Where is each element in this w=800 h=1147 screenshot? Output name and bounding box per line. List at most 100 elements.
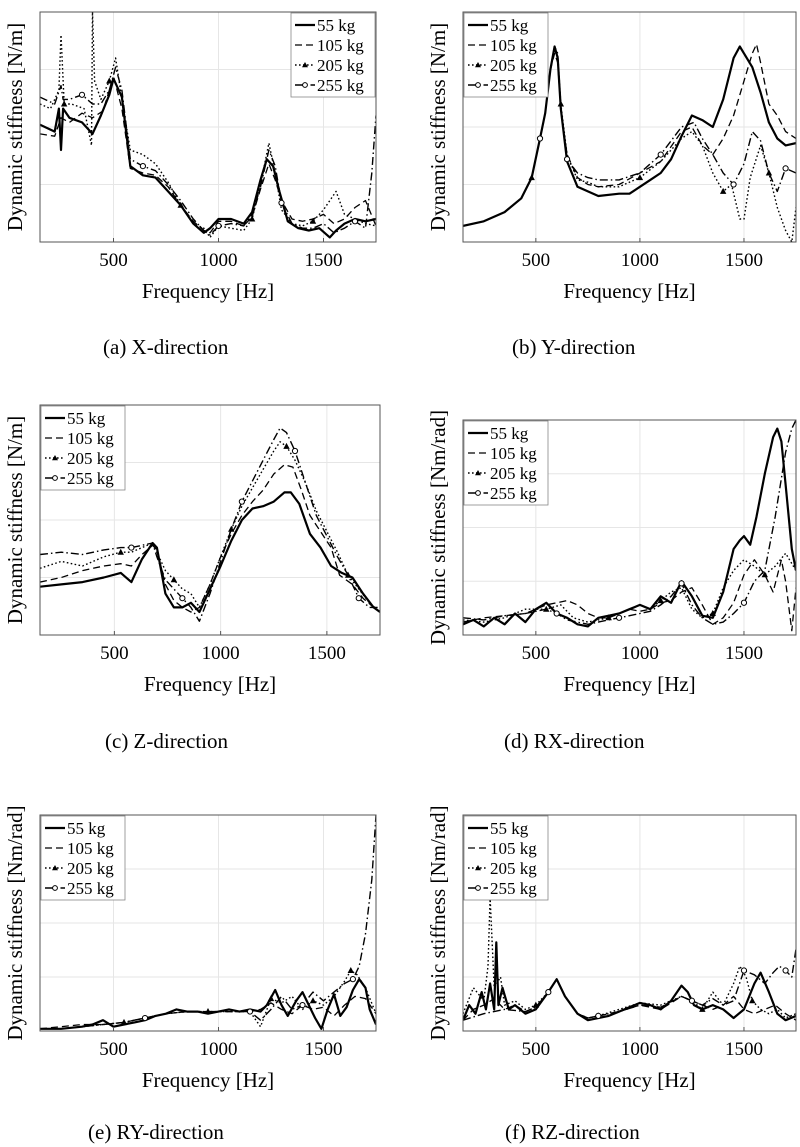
series-marker [615,614,623,621]
legend-label: 55 kg [67,409,106,428]
series-group [40,814,376,1030]
legend-label: 105 kg [67,839,114,858]
series-marker [536,135,544,142]
series-marker [709,610,716,616]
legend-label: 255 kg [67,469,114,488]
series-marker [351,218,359,225]
legend-label: 105 kg [317,36,364,55]
series-line-205-kg [40,441,380,613]
series-marker [349,976,356,983]
series-marker [291,447,299,455]
legend-label: 105 kg [490,36,537,55]
series-marker [740,967,748,974]
legend-label: 205 kg [67,449,114,468]
series-marker [553,610,560,617]
y-axis-label: Dynamic stiffness [N/m] [3,416,27,624]
series-marker [782,165,789,172]
x-tick-label: 500 [99,1039,128,1060]
legend-label: 205 kg [317,56,364,75]
legend-marker [475,865,481,871]
series-marker [563,156,571,163]
legend-label: 255 kg [490,484,537,503]
series-marker [215,222,222,229]
series-group [463,419,796,632]
series-marker [749,997,756,1004]
series-line-105-kg [40,464,380,613]
chart-panel-f: 500 1000 1500 Frequency [Hz] Dynamic stiffne… [426,805,797,1092]
series-marker [347,967,354,974]
x-tick-label: 1000 [621,250,659,271]
chart-panel-b: 500 1000 1500 Frequency [Hz] Dynamic stiffne… [426,11,797,303]
legend-label: 255 kg [67,879,114,898]
chart-panel-c: 500 1000 1500 Frequency [Hz] Dynamic stiffne… [3,404,381,696]
caption-b: (b) Y-direction [512,335,636,359]
series-marker [78,91,86,98]
x-tick-label: 1500 [308,643,346,664]
legend-label: 205 kg [490,859,537,878]
series-marker [278,199,285,206]
series-line-55-kg [40,978,376,1030]
series-marker [636,174,644,181]
caption-c: (c) Z-direction [105,729,229,753]
legend-label: 55 kg [67,819,106,838]
x-tick-label: 500 [522,1039,551,1060]
series-marker [248,215,256,222]
legend-marker [52,475,58,481]
series-line-55-kg [40,77,376,239]
x-axis-label: Frequency [Hz] [142,279,274,303]
series-marker [595,1012,602,1019]
y-axis-label: Dynamic stiffness [Nm/rad] [426,410,450,645]
series-marker [238,498,245,505]
legend-label: 105 kg [490,839,537,858]
caption-d: (d) RX-direction [504,729,645,753]
chart-panel-d: 500 1000 1500 Frequency [Hz] Dynamic stiffne… [426,410,797,696]
series-marker [246,1008,254,1015]
series-marker [177,201,184,208]
series-marker [60,100,68,107]
x-axis-label: Frequency [Hz] [563,1068,695,1092]
x-tick-label: 1000 [621,1039,659,1060]
series-line-55-kg [463,941,796,1022]
series-marker [299,1001,306,1009]
x-tick-label: 1000 [200,1039,238,1060]
x-axis-label: Frequency [Hz] [563,672,695,696]
x-tick-label: 500 [522,250,551,271]
legend-label: 255 kg [317,76,364,95]
series-marker [678,580,685,587]
legend-label: 205 kg [490,56,537,75]
legend-marker [475,470,481,476]
legend-label: 255 kg [490,76,537,95]
legend-marker [52,865,58,871]
series-line-55-kg [40,491,380,614]
series-marker [128,544,135,551]
x-tick-label: 1000 [202,643,240,664]
series-marker [761,571,768,578]
x-tick-label: 500 [100,643,129,664]
series-group [40,11,376,239]
series-group [463,43,796,242]
x-axis-label: Frequency [Hz] [142,1068,274,1092]
legend-marker [475,490,481,496]
x-tick-label: 1500 [725,1039,763,1060]
series-line-205-kg [463,552,796,623]
axes-box [39,11,377,243]
legend-label: 255 kg [490,879,537,898]
legend-marker [475,885,481,891]
series-marker [688,997,696,1004]
series-line-205-kg [40,11,376,239]
series-marker [117,548,124,555]
series-group [40,427,380,622]
legend-label: 105 kg [490,444,537,463]
series-line-105-kg [463,978,796,1021]
axes-box [39,814,377,1032]
legend-marker [52,455,58,461]
series-marker [730,181,737,188]
x-tick-label: 1500 [305,1039,343,1060]
legend-label: 205 kg [490,464,537,483]
